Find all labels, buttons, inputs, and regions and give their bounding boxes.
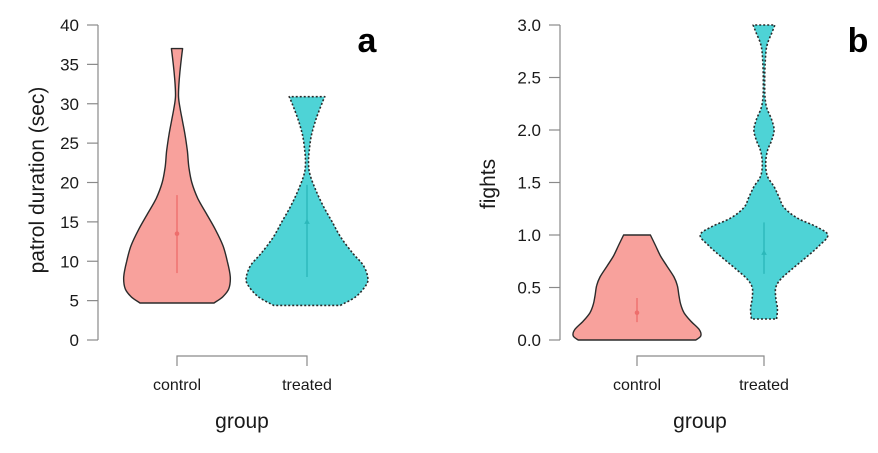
- panel-b: 0.0 0.5 1.0 1.5 2.0 2.5 3.0 control treated fig…: [477, 16, 868, 433]
- x-axis: control treated: [613, 355, 789, 394]
- panel-letter: a: [358, 22, 378, 60]
- y-tick-label: 0.0: [517, 331, 541, 350]
- y-tick-label: 15: [60, 213, 79, 232]
- y-tick-label: 10: [60, 252, 79, 271]
- y-axis-title: fights: [477, 159, 500, 209]
- panel-letter: b: [848, 22, 869, 60]
- y-tick-label: 20: [60, 174, 79, 193]
- x-axis-title: group: [215, 410, 269, 433]
- y-tick-label: 3.0: [517, 16, 541, 35]
- y-tick-label: 35: [60, 55, 79, 74]
- y-tick-label: 1.5: [517, 174, 541, 193]
- y-tick-label: 30: [60, 95, 79, 114]
- y-axis: 0 5 10 15 20 25 30 35 40: [60, 16, 99, 350]
- x-tick-label: treated: [282, 377, 332, 394]
- mean-point-treated: [304, 218, 310, 224]
- y-tick-label: 0: [70, 331, 79, 350]
- y-tick-label: 2.0: [517, 121, 541, 140]
- violin-control: [122, 47, 232, 304]
- y-axis-title: patrol duration (sec): [26, 87, 49, 274]
- x-axis-bracket: [176, 355, 308, 366]
- mean-point-control: [174, 231, 180, 236]
- x-axis-title: group: [673, 410, 727, 433]
- x-tick-label: control: [153, 377, 201, 394]
- x-axis-bracket: [636, 355, 765, 366]
- y-tick-label: 1.0: [517, 226, 541, 245]
- x-tick-label: control: [613, 377, 661, 394]
- mean-point-control: [634, 310, 640, 316]
- violin-control: [572, 234, 702, 341]
- y-tick-label: 5: [70, 292, 79, 311]
- mean-point-treated: [761, 249, 767, 255]
- violins: [572, 24, 829, 341]
- x-axis: control treated: [153, 355, 332, 394]
- violin-treated: [699, 24, 829, 320]
- panel-a: 0 5 10 15 20 25 30 35 40 control treated patrol d…: [26, 16, 378, 433]
- y-tick-label: 25: [60, 134, 79, 153]
- y-tick-label: 2.5: [517, 69, 541, 88]
- y-axis: 0.0 0.5 1.0 1.5 2.0 2.5 3.0: [517, 16, 561, 350]
- x-tick-label: treated: [739, 377, 789, 394]
- violins: [122, 47, 369, 307]
- y-tick-label: 0.5: [517, 279, 541, 298]
- y-tick-label: 40: [60, 16, 79, 35]
